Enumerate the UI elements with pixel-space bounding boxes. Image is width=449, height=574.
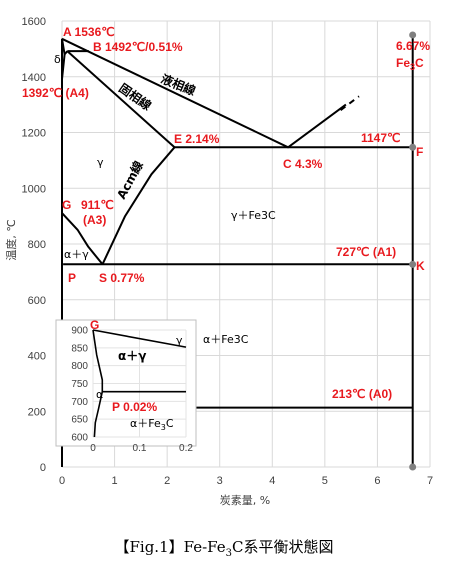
gamma-fe3c-label: γ＋Fe3C xyxy=(231,209,276,222)
phase-line xyxy=(101,146,176,265)
alpha-gamma-label: α＋γ xyxy=(64,248,89,261)
gridlines xyxy=(61,20,431,468)
y-tick-label: 800 xyxy=(28,239,46,251)
point-e-label: E 2.14% xyxy=(174,132,220,146)
point-g-label: G xyxy=(62,198,71,212)
y-tick-label: 200 xyxy=(28,406,46,418)
a1-label: 727℃ (A1) xyxy=(336,245,396,259)
point-b-label: B 1492℃/0.51% xyxy=(93,40,183,54)
eutectic-temp-label: 1147℃ xyxy=(361,131,401,145)
inset-point-p-label: P 0.02% xyxy=(112,400,157,414)
a3-label: (A3) xyxy=(83,213,106,227)
point-f-label: F xyxy=(416,145,423,159)
inset-alpha-label: α xyxy=(96,388,103,401)
y-tick-labels: 0 200 400 600 800 1000 1200 1400 1600 xyxy=(22,16,46,474)
alpha-fe3c-outside-label: α＋Fe3C xyxy=(203,333,249,346)
y-tick-label: 1000 xyxy=(22,183,46,195)
x-tick-labels: 0 1 2 3 4 5 6 7 xyxy=(59,475,433,487)
x-tick-label: 7 xyxy=(427,475,433,487)
point-marker xyxy=(409,143,417,151)
y-axis-label: 温度, ℃ xyxy=(4,219,18,260)
x-tick-label: 5 xyxy=(322,475,328,487)
fe3c-label: Fe3C xyxy=(396,56,424,72)
x-tick-label: 2 xyxy=(164,475,170,487)
inset-y-tick-label: 850 xyxy=(71,343,88,354)
x-tick-label: 0 xyxy=(59,475,65,487)
inset-alpha-fe3c-label: α＋Fe3C xyxy=(130,417,174,432)
phase-line xyxy=(66,50,176,149)
inset-boundary-lines xyxy=(92,329,187,438)
a4-label: 1392℃ (A4) xyxy=(22,86,89,100)
inset-point-g-label: G xyxy=(90,318,99,332)
solidus-label: 固相線 xyxy=(116,80,154,113)
x-tick-label: 4 xyxy=(269,475,275,487)
point-markers xyxy=(409,31,417,471)
point-a-label: A 1536℃ xyxy=(63,25,115,39)
inset-y-tick-label: 800 xyxy=(71,361,88,372)
gamma-phase-label: γ xyxy=(97,156,104,169)
y-tick-label: 1200 xyxy=(22,128,46,140)
delta-phase-label: δ xyxy=(54,53,61,66)
inset-y-tick-label: 650 xyxy=(71,415,88,426)
inset-y-tick-label: 900 xyxy=(71,326,88,337)
inset-y-tick-label: 700 xyxy=(71,397,88,408)
y-tick-label: 0 xyxy=(40,462,46,474)
phase-line xyxy=(61,212,104,265)
figure-caption: 【Fig.1】Fe-Fe3C系平衡状態図 xyxy=(115,538,334,559)
inset-x-tick-label: 0.2 xyxy=(179,443,193,454)
inset-y-tick-labels: 600 650 700 750 800 850 900 xyxy=(71,326,88,444)
a0-label: 213℃ (A0) xyxy=(332,387,392,401)
inset-gridlines xyxy=(92,329,187,438)
x-axis-label: 炭素量, % xyxy=(220,494,270,507)
point-c-label: C 4.3% xyxy=(283,157,323,171)
point-s-label: S 0.77% xyxy=(99,271,145,285)
dashed-liquidus-extension xyxy=(339,95,360,111)
x-tick-label: 3 xyxy=(217,475,223,487)
y-tick-label: 600 xyxy=(28,295,46,307)
inset-x-tick-label: 0.1 xyxy=(133,443,147,454)
x-tick-label: 1 xyxy=(112,475,118,487)
inset-x-tick-label: 0 xyxy=(90,443,96,454)
inset-gamma-label: γ xyxy=(176,334,183,347)
fe3c-percent-label: 6.67% xyxy=(396,39,430,53)
a3-temp-label: 911℃ xyxy=(81,198,114,212)
inset-alpha-gamma-label: α＋γ xyxy=(118,349,146,363)
y-tick-label: 1600 xyxy=(22,16,46,28)
inset-y-tick-label: 600 xyxy=(71,433,88,444)
y-tick-label: 400 xyxy=(28,351,46,363)
x-tick-label: 6 xyxy=(374,475,380,487)
y-tick-label: 1400 xyxy=(22,72,46,84)
inset-a3-line xyxy=(92,329,187,348)
inset-x-tick-labels: 0 0.1 0.2 xyxy=(90,443,193,454)
point-p-label: P xyxy=(68,271,76,285)
point-marker xyxy=(409,463,417,471)
inset-y-tick-label: 750 xyxy=(71,379,88,390)
point-marker xyxy=(409,260,417,268)
point-k-label: K xyxy=(416,259,425,273)
point-marker xyxy=(409,31,417,39)
acm-line-label: Acm線 xyxy=(113,158,145,201)
